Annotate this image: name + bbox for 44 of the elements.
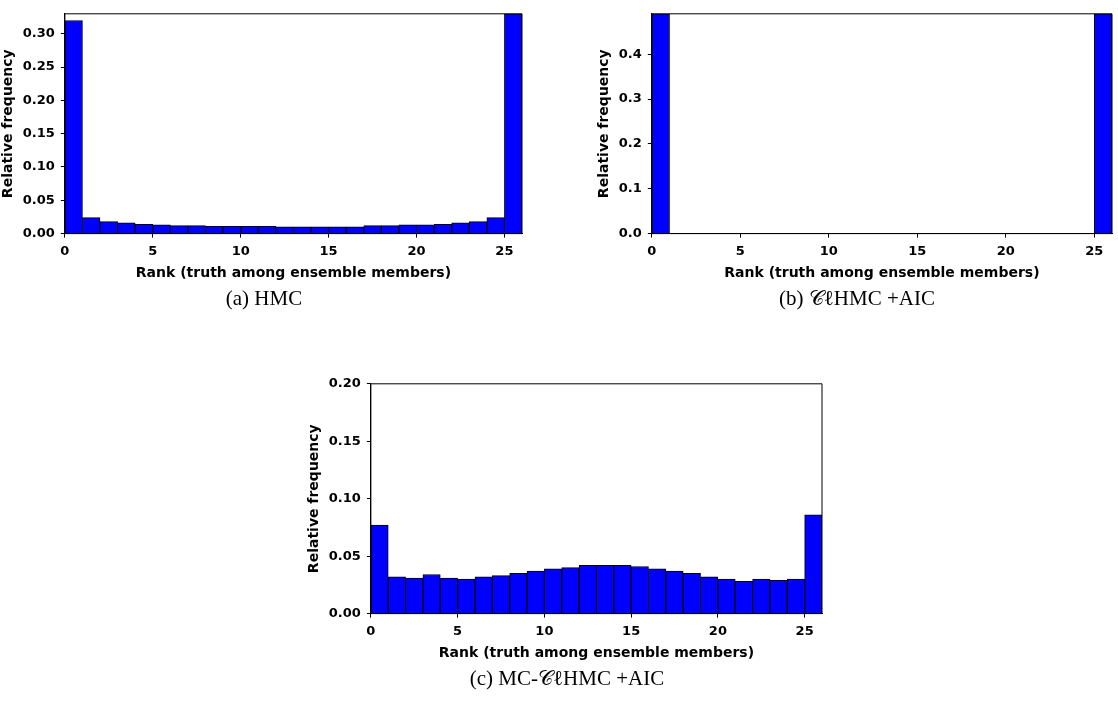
y-axis-title: Relative frequency xyxy=(305,424,322,574)
x-tick-label: 0 xyxy=(366,622,376,638)
x-tick-label: 10 xyxy=(231,242,250,258)
y-tick-label: 0.10 xyxy=(22,158,55,174)
text: (b) 𝒞ℓHMC +AIC xyxy=(778,286,936,311)
y-tick-label: 0.0 xyxy=(618,224,642,240)
x-tick-label: 25 xyxy=(795,622,814,638)
y-tick-label: 0.00 xyxy=(328,604,361,620)
y-tick-label: 0.20 xyxy=(22,91,55,107)
y-tick-label: 0.05 xyxy=(328,547,361,563)
y-tick-label: 0.1 xyxy=(618,180,642,196)
x-tick-label: 0 xyxy=(60,242,70,258)
x-tick-label: 5 xyxy=(453,622,463,638)
x-tick-label: 10 xyxy=(819,242,838,258)
x-tick-label: 10 xyxy=(535,622,554,638)
x-tick-label: 20 xyxy=(407,242,426,258)
y-tick-label: 0.4 xyxy=(618,45,642,61)
y-tick-label: 0.3 xyxy=(618,90,642,106)
x-tick-label: 0 xyxy=(647,242,657,258)
x-axis-title: Rank (truth among ensemble members) xyxy=(724,264,1040,281)
y-tick-label: 0.10 xyxy=(328,490,361,506)
x-tick-label: 15 xyxy=(622,622,641,638)
y-tick-label: 0.25 xyxy=(22,58,55,74)
y-tick-label: 0.20 xyxy=(328,375,361,391)
x-tick-label: 20 xyxy=(708,622,727,638)
x-tick-label: 15 xyxy=(319,242,338,258)
x-axis-title: Rank (truth among ensemble members) xyxy=(135,264,452,281)
x-tick-label: 20 xyxy=(996,242,1015,258)
x-tick-label: 5 xyxy=(735,242,745,258)
y-tick-label: 0.2 xyxy=(618,135,642,151)
x-tick-label: 5 xyxy=(148,242,158,258)
y-axis-title: Relative frequency xyxy=(0,49,16,199)
y-tick-label: 0.30 xyxy=(22,25,55,41)
y-tick-label: 0.15 xyxy=(328,432,361,448)
x-axis-title: Rank (truth among ensemble members) xyxy=(438,644,755,661)
y-tick-label: 0.05 xyxy=(22,191,55,207)
y-tick-label: 0.00 xyxy=(22,224,55,240)
y-axis-title: Relative frequency xyxy=(595,49,612,199)
x-tick-label: 25 xyxy=(495,242,514,258)
text: (c) MC-𝒞ℓHMC +AIC xyxy=(468,666,666,691)
y-tick-label: 0.15 xyxy=(22,125,55,141)
x-tick-label: 15 xyxy=(908,242,927,258)
x-tick-label: 25 xyxy=(1085,242,1104,258)
text: (a) HMC xyxy=(224,286,304,311)
